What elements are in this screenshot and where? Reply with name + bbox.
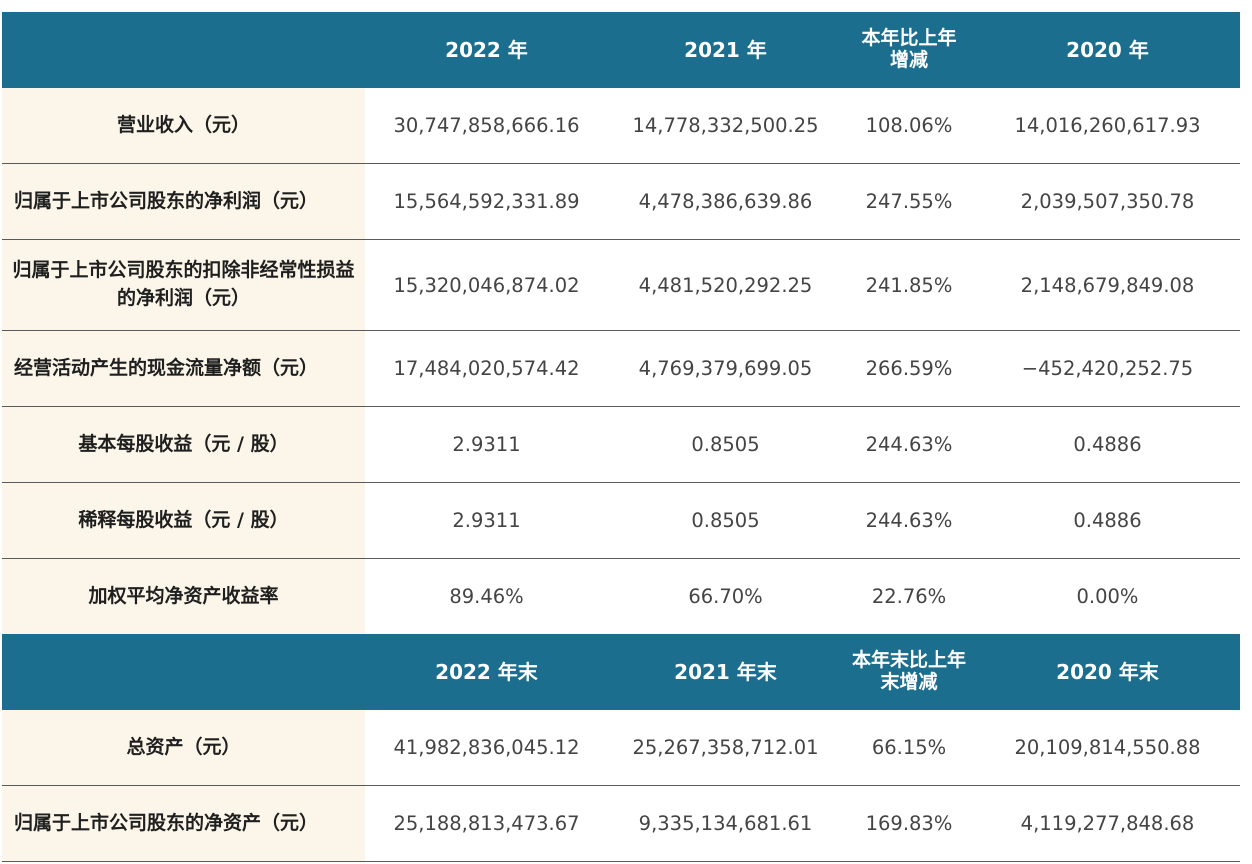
header-row-bottom: 2022 年末 2021 年末 本年末比上年 末增减 2020 年末 — [2, 634, 1240, 710]
table-row: 经营活动产生的现金流量净额（元） 17,484,020,574.42 4,769… — [2, 330, 1240, 407]
cell-2022: 17,484,020,574.42 — [365, 330, 608, 407]
cell-change: 22.76% — [871, 585, 947, 608]
cell-2020: 2,039,507,350.78 — [975, 163, 1240, 240]
cell-2020: 4,119,277,848.68 — [975, 785, 1240, 862]
cell-change: 108.06% — [843, 88, 975, 164]
header-cell-change: 本年比上年 增减 — [843, 12, 975, 88]
cell-change: 241.85% — [843, 239, 975, 331]
header-cell-blank — [2, 634, 365, 710]
row-label: 稀释每股收益（元 / 股） — [2, 482, 365, 559]
row-label: 基本每股收益（元 / 股） — [2, 406, 365, 483]
table-row: 归属于上市公司股东的扣除非经常性损益的净利润（元） 15,320,046,874… — [2, 239, 1240, 331]
cell-2021: 4,478,386,639.86 — [608, 163, 843, 240]
cell-2020: 14,016,260,617.93 — [975, 88, 1240, 164]
cell-2022: 2.9311 — [365, 482, 608, 559]
cell-2020: 0.4886 — [975, 406, 1240, 483]
cell-2022: 15,564,592,331.89 — [365, 163, 608, 240]
cell-change: 247.55% — [843, 163, 975, 240]
row-label: 归属于上市公司股东的扣除非经常性损益的净利润（元） — [2, 239, 365, 331]
table-row: 加权平均净资产收益率 89.46% 66.70% 22.76% 0.00% — [2, 558, 1240, 634]
cell-2021: 14,778,332,500.25 — [608, 88, 843, 164]
table-row: 归属于上市公司股东的净资产（元） 25,188,813,473.67 9,335… — [2, 785, 1240, 862]
cell-2020: 0.00% — [1076, 585, 1139, 608]
table-row: 归属于上市公司股东的净利润（元） 15,564,592,331.89 4,478… — [2, 163, 1240, 240]
cell-2021: 0.8505 — [608, 406, 843, 483]
table-row: 总资产（元） 41,982,836,045.12 25,267,358,712.… — [2, 710, 1240, 786]
cell-2021: 4,481,520,292.25 — [608, 239, 843, 331]
cell-2020: −452,420,252.75 — [975, 330, 1240, 407]
cell-2022: 89.46% — [449, 585, 524, 608]
row-label: 归属于上市公司股东的净利润（元） — [2, 163, 365, 240]
cell-change: 66.15% — [843, 710, 975, 786]
cell-2022: 25,188,813,473.67 — [365, 785, 608, 862]
cell-change: 266.59% — [843, 330, 975, 407]
cell-change: 244.63% — [843, 482, 975, 559]
financial-summary-table: 2022 年 2021 年 本年比上年 增减 2020 年 营业收入（元） 30… — [2, 12, 1240, 862]
cell-2020: 0.4886 — [975, 482, 1240, 559]
header-cell-2020: 2020 年 — [975, 12, 1240, 88]
cell-2021: 0.8505 — [608, 482, 843, 559]
cell-2022: 2.9311 — [365, 406, 608, 483]
cell-2021: 4,769,379,699.05 — [608, 330, 843, 407]
header-cell-blank — [2, 12, 365, 88]
row-label: 营业收入（元） — [2, 88, 365, 164]
table-row: 基本每股收益（元 / 股） 2.9311 0.8505 244.63% 0.48… — [2, 406, 1240, 483]
cell-2021: 9,335,134,681.61 — [608, 785, 843, 862]
header-cell-2021: 2021 年 — [608, 12, 843, 88]
row-label: 总资产（元） — [2, 710, 365, 786]
cell-2022: 41,982,836,045.12 — [365, 710, 608, 786]
cell-2021: 66.70% — [688, 585, 763, 608]
header-cell-2022-end: 2022 年末 — [365, 634, 608, 710]
header-cell-2021-end: 2021 年末 — [608, 634, 843, 710]
header-cell-2022: 2022 年 — [365, 12, 608, 88]
header-cell-2020-end: 2020 年末 — [975, 634, 1240, 710]
cell-2022: 15,320,046,874.02 — [365, 239, 608, 331]
table-row: 稀释每股收益（元 / 股） 2.9311 0.8505 244.63% 0.48… — [2, 482, 1240, 559]
header-cell-change-end: 本年末比上年 末增减 — [843, 634, 975, 710]
row-label: 加权平均净资产收益率 — [2, 558, 365, 634]
cell-change: 244.63% — [843, 406, 975, 483]
cell-2020: 2,148,679,849.08 — [975, 239, 1240, 331]
row-label: 经营活动产生的现金流量净额（元） — [2, 330, 365, 407]
cell-2022: 30,747,858,666.16 — [365, 88, 608, 164]
table-row: 营业收入（元） 30,747,858,666.16 14,778,332,500… — [2, 88, 1240, 164]
cell-2020: 20,109,814,550.88 — [975, 710, 1240, 786]
header-row-top: 2022 年 2021 年 本年比上年 增减 2020 年 — [2, 12, 1240, 88]
cell-change: 169.83% — [843, 785, 975, 862]
row-label: 归属于上市公司股东的净资产（元） — [2, 785, 365, 862]
cell-2021: 25,267,358,712.01 — [608, 710, 843, 786]
